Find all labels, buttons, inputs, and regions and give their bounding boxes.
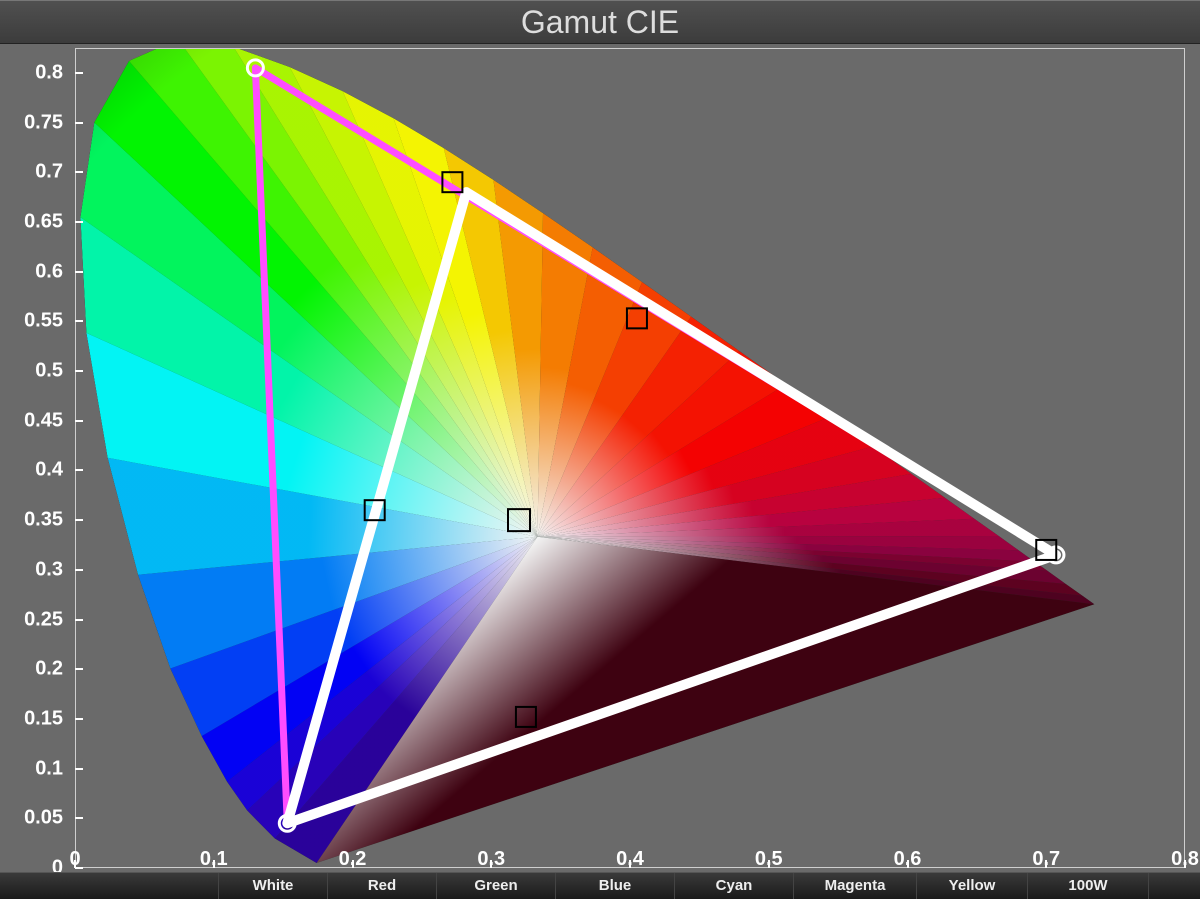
y-tick: [75, 668, 83, 670]
y-tick: [75, 320, 83, 322]
y-tick: [75, 420, 83, 422]
y-tick-label: 0.7: [0, 161, 63, 184]
chart-title: Gamut CIE: [0, 0, 1200, 44]
color-tab-red[interactable]: Red: [328, 873, 437, 899]
y-tick: [75, 271, 83, 273]
y-tick: [75, 370, 83, 372]
x-tick-label: 0.1: [200, 848, 228, 871]
color-tab-100w[interactable]: 100W: [1028, 873, 1149, 899]
y-tick-label: 0.45: [0, 409, 63, 432]
x-tick-label: 0.6: [894, 848, 922, 871]
y-tick-label: 0.3: [0, 558, 63, 581]
y-tick-label: 0.4: [0, 459, 63, 482]
y-tick: [75, 569, 83, 571]
y-tick-label: 0.5: [0, 360, 63, 383]
cie-gamut-panel: Gamut CIE 0 0.05 0.1 0.15 0.2 0.25 0.3 0.35 0.4 0…: [0, 0, 1200, 899]
y-tick: [75, 221, 83, 223]
color-tab-white[interactable]: White: [219, 873, 328, 899]
color-tab-blue[interactable]: Blue: [556, 873, 675, 899]
y-tick-label: 0.15: [0, 707, 63, 730]
y-tick: [75, 469, 83, 471]
y-tick-label: 0.25: [0, 608, 63, 631]
y-tick: [75, 122, 83, 124]
color-tab-magenta[interactable]: Magenta: [794, 873, 917, 899]
color-tabs-bar: WhiteRedGreenBlueCyanMagentaYellow100W: [0, 872, 1200, 899]
y-tick-label: 0.8: [0, 61, 63, 84]
y-tick-label: 0.65: [0, 210, 63, 233]
x-tick-label: 0.2: [339, 848, 367, 871]
x-tick-label: 0.3: [477, 848, 505, 871]
y-tick: [75, 718, 83, 720]
cie-plot-area: [75, 48, 1185, 868]
y-tick-label: 0.1: [0, 757, 63, 780]
y-tick: [75, 519, 83, 521]
x-tick-label: 0.4: [616, 848, 644, 871]
y-tick: [75, 817, 83, 819]
y-tick: [75, 72, 83, 74]
y-tick: [75, 619, 83, 621]
tabs-spacer: [0, 873, 219, 899]
y-tick-label: 0.6: [0, 260, 63, 283]
cie-chromaticity-svg: [75, 48, 1185, 868]
y-tick-label: 0.35: [0, 509, 63, 532]
y-tick: [75, 768, 83, 770]
color-tab-green[interactable]: Green: [437, 873, 556, 899]
x-tick-label: 0: [69, 848, 80, 871]
y-tick-label: 0.05: [0, 807, 63, 830]
x-tick-label: 0.5: [755, 848, 783, 871]
y-tick: [75, 171, 83, 173]
x-tick-label: 0.7: [1032, 848, 1060, 871]
y-tick-label: 0.75: [0, 111, 63, 134]
color-tab-yellow[interactable]: Yellow: [917, 873, 1028, 899]
color-tab-cyan[interactable]: Cyan: [675, 873, 794, 899]
x-tick-label: 0.8: [1171, 848, 1199, 871]
y-tick-label: 0.2: [0, 658, 63, 681]
y-tick-label: 0.55: [0, 310, 63, 333]
